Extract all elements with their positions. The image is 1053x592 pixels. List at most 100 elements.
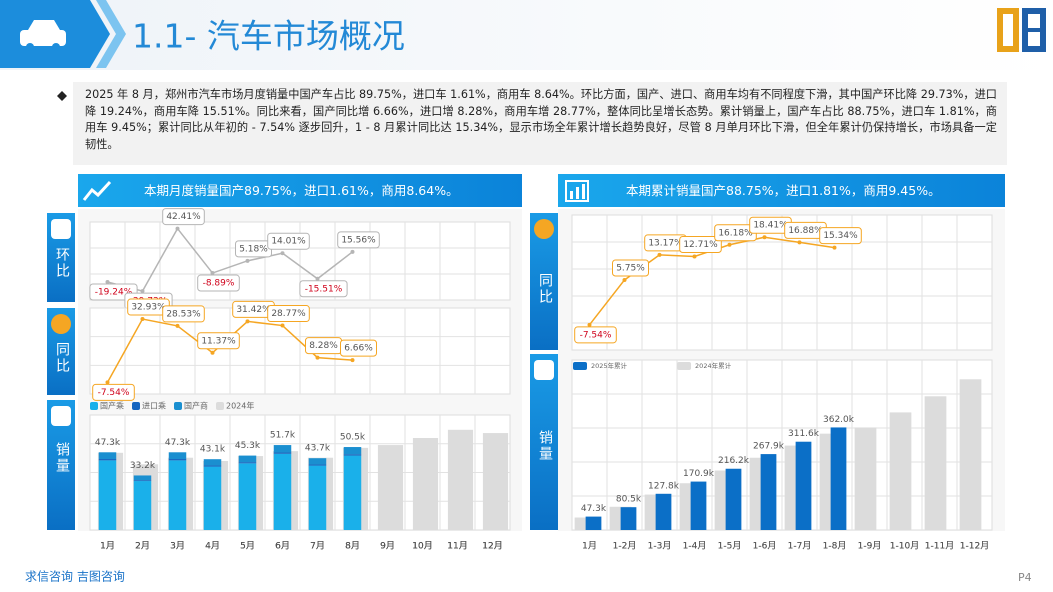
x-tick-label: 1-3月	[648, 541, 672, 552]
side-text: 销量	[54, 442, 70, 474]
legend-label: 国产乘	[100, 401, 124, 411]
point	[622, 277, 627, 282]
x-tick-label: 10月	[412, 541, 432, 552]
bar-segment	[203, 466, 222, 530]
bar-segment	[273, 452, 292, 454]
bullet	[57, 91, 67, 101]
label-box	[197, 274, 240, 292]
point	[140, 289, 145, 294]
total-label: 47.3k	[95, 438, 121, 448]
total-label: 43.1k	[200, 445, 226, 455]
bar-segment	[343, 455, 362, 530]
data-label: 362.0k	[823, 415, 855, 425]
x-tick-label: 1-9月	[858, 541, 882, 552]
legend-swatch	[573, 362, 587, 370]
bar-segment	[273, 445, 292, 453]
side-label: 同比	[47, 308, 75, 395]
x-tick-label: 1-11月	[925, 541, 954, 552]
bar-segment	[98, 459, 117, 461]
total-label: 43.7k	[305, 444, 331, 454]
point	[315, 355, 320, 360]
total-label: 33.2k	[130, 461, 156, 471]
banner: 本期累计销量国产88.75%，进口1.81%，商用9.45%。	[558, 174, 1005, 207]
x-tick-label: 10月	[412, 541, 432, 552]
label-box	[162, 305, 205, 323]
total-label: 51.7k	[270, 431, 296, 441]
bar	[447, 429, 474, 530]
legend-swatch	[174, 402, 182, 410]
label-box	[299, 280, 348, 298]
data-label: 16.88%	[788, 226, 823, 236]
side-text: 环比	[54, 247, 70, 279]
side-icon	[51, 406, 71, 426]
x-tick-label: 1-4月	[683, 541, 707, 552]
x-tick-label: 7月	[310, 541, 325, 552]
data-label: 15.56%	[341, 235, 376, 245]
bar-segment	[308, 465, 327, 530]
bar	[959, 379, 982, 530]
x-tick-label: 6月	[275, 541, 290, 552]
bar-segment	[168, 452, 187, 460]
data-label: 12.71%	[683, 240, 718, 250]
x-tick-label: 1-2月	[613, 541, 637, 552]
point	[350, 358, 355, 363]
x-tick-label: 1-2月	[613, 541, 637, 552]
data-label: 15.34%	[823, 231, 858, 241]
bar-segment	[98, 452, 117, 460]
side-label: 同比	[530, 213, 558, 350]
data-label: 216.2k	[718, 456, 750, 466]
x-tick-label: 4月	[205, 541, 220, 552]
x-tick-label: 9月	[380, 541, 395, 552]
header-chevron-stripe	[96, 0, 126, 68]
banner: 本期月度销量国产89.75%，进口1.61%，商用8.64%。	[78, 174, 522, 207]
data-label: 28.53%	[166, 309, 201, 319]
bar	[830, 427, 847, 530]
bar	[482, 433, 509, 530]
bar	[924, 396, 947, 530]
legend-swatch	[132, 402, 140, 410]
x-tick-label: 6月	[275, 541, 290, 552]
legend-label: 2024年	[226, 401, 254, 411]
point	[175, 226, 180, 231]
bar-segment	[308, 464, 327, 466]
bar-segment	[133, 481, 152, 530]
data-label: 28.77%	[271, 309, 306, 319]
bar-segment	[203, 465, 222, 467]
bar	[854, 427, 877, 530]
bar	[889, 412, 912, 530]
x-tick-label: 1-6月	[753, 541, 777, 552]
label-box	[267, 305, 310, 323]
point	[315, 276, 320, 281]
point	[657, 252, 662, 257]
x-tick-label: 1月	[100, 541, 115, 552]
bar-segment	[343, 447, 362, 455]
data-label: 42.41%	[166, 212, 201, 222]
data-label: 18.41%	[753, 221, 788, 231]
data-label: 267.9k	[753, 442, 785, 452]
point	[105, 380, 110, 385]
x-tick-label: 12月	[482, 541, 502, 552]
bar-segment	[168, 460, 187, 530]
page-number: P4	[1018, 571, 1032, 584]
line	[107, 227, 353, 292]
data-label: 32.93%	[131, 303, 166, 313]
point	[350, 249, 355, 254]
x-tick-label: 9月	[380, 541, 395, 552]
point	[175, 323, 180, 328]
data-label: 170.9k	[683, 469, 715, 479]
side-text: 同比	[54, 342, 70, 374]
x-tick-label: 1-8月	[823, 541, 847, 552]
data-label: -15.51%	[305, 284, 343, 294]
x-tick-label: 1-5月	[718, 541, 742, 552]
side-icon	[534, 219, 554, 239]
bar-segment	[98, 460, 117, 530]
x-tick-label: 1月	[582, 541, 597, 552]
x-tick-label: 4月	[205, 541, 220, 552]
data-label: 16.18%	[718, 228, 753, 238]
bar	[412, 438, 439, 530]
x-tick-label: 8月	[345, 541, 360, 552]
x-tick-label: 1月	[100, 541, 115, 552]
point	[210, 271, 215, 276]
